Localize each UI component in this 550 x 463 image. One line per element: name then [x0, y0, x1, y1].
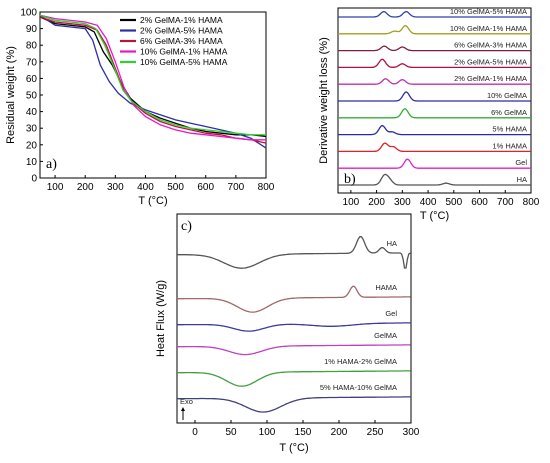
x-tick-label: 50	[225, 427, 237, 438]
panel-label: a)	[46, 157, 57, 172]
curve-label: 1% HAMA-2% GelMA	[324, 357, 397, 366]
x-tick-label: 300	[403, 427, 420, 438]
series-line-10pct-gelma-1pct-hama	[338, 25, 531, 35]
series-line-1pct-hama	[338, 142, 531, 153]
x-tick-label: 400	[137, 182, 154, 193]
y-tick-label: 10	[26, 157, 38, 168]
legend-label: 2% GelMA-5% HAMA	[140, 26, 223, 36]
series-line-2pct-gelma-5pct-hama	[39, 14, 267, 149]
curve-label: 2% GelMA-1% HAMA	[454, 74, 527, 83]
x-tick-label: 600	[471, 197, 488, 208]
x-tick-label: 700	[497, 197, 514, 208]
curve-label: 5% HAMA	[492, 125, 527, 134]
series-line-6pct-gelma-3pct-hama	[338, 45, 531, 52]
y-axis-title: Heat Flux (W/g)	[155, 280, 167, 357]
y-axis-title: Residual weight (%)	[5, 46, 17, 144]
series-line-6pct-gelma	[338, 108, 531, 119]
series-line-2pct-gelma-1pct-hama	[338, 78, 531, 85]
series-line-gel	[338, 158, 531, 169]
y-axis-title: Derivative weight loss (%)	[318, 37, 330, 164]
series-line-10pct-gelma	[338, 91, 531, 102]
y-tick-label: 30	[26, 124, 38, 135]
curve-label: 1% HAMA	[492, 141, 527, 150]
curve-label: GelMA	[374, 331, 397, 340]
curve-label: Gel	[515, 158, 527, 167]
x-tick-label: 800	[523, 197, 540, 208]
series-line-ha	[177, 236, 411, 269]
legend-label: 10% GelMA-1% HAMA	[140, 47, 228, 57]
x-tick-label: 500	[445, 197, 462, 208]
x-axis-title: T (°C)	[138, 195, 167, 207]
curve-label: 6% GelMA-3% HAMA	[454, 41, 527, 50]
y-tick-label: 60	[26, 74, 38, 85]
x-tick-label: 700	[228, 182, 245, 193]
x-tick-label: 200	[77, 182, 94, 193]
curve-label: 2% GelMA-5% HAMA	[454, 57, 527, 66]
curve-label: HAMA	[375, 283, 397, 292]
y-tick-label: 0	[31, 174, 37, 185]
x-tick-label: 200	[331, 427, 348, 438]
x-tick-label: 500	[167, 182, 184, 193]
y-tick-label: 20	[26, 140, 38, 151]
series-line-gelma	[177, 344, 411, 356]
x-tick-label: 400	[420, 197, 437, 208]
curve-label: HA	[517, 175, 527, 184]
x-tick-label: 300	[394, 197, 411, 208]
curve-label: 10% GelMA-1% HAMA	[450, 24, 527, 33]
y-tick-label: 40	[26, 107, 38, 118]
curve-label: Gel	[385, 309, 397, 318]
series-line-5pct-hama-10pct-gelma	[177, 396, 411, 413]
series-line-gel	[177, 322, 411, 332]
series-line-5pct-hama	[338, 124, 531, 136]
exo-arrowhead-icon	[181, 407, 185, 411]
series-line-10pct-gelma-5pct-hama	[338, 10, 531, 18]
y-tick-label: 70	[26, 57, 38, 68]
exo-label: Exo	[180, 397, 193, 406]
series-line-1pct-hama-2pct-gelma	[177, 370, 411, 387]
x-tick-label: 100	[343, 197, 360, 208]
x-axis-title: T (°C)	[279, 442, 308, 454]
x-tick-label: 0	[192, 427, 198, 438]
x-tick-label: 100	[259, 427, 276, 438]
curve-label: 5% HAMA-10% GelMA	[320, 383, 397, 392]
series-line-10pct-gelma-5pct-hama	[39, 14, 266, 136]
series-line-2pct-gelma-5pct-hama	[338, 58, 531, 69]
x-tick-label: 250	[367, 427, 384, 438]
legend-label: 2% GelMA-1% HAMA	[140, 15, 223, 25]
legend-label: 10% GelMA-5% HAMA	[140, 57, 228, 67]
x-axis-title: T (°C)	[420, 210, 449, 222]
curve-label: HA	[387, 239, 397, 248]
panel-b: 100 200 300 400 500 600 700 800 T (°C) Derivative…	[318, 7, 540, 222]
x-tick-label: 150	[295, 427, 312, 438]
curve-label: 10% GelMA-5% HAMA	[450, 7, 527, 16]
x-tick-label: 300	[107, 182, 124, 193]
y-tick-label: 100	[20, 8, 37, 19]
series-line-hama	[177, 285, 411, 313]
series-line-10pct-gelma-1pct-hama	[39, 14, 266, 141]
y-tick-label: 80	[26, 41, 38, 52]
y-tick-label: 90	[26, 24, 38, 35]
curve-label: 6% GelMA	[491, 108, 527, 117]
x-tick-label: 600	[197, 182, 214, 193]
panel-c: 0 50 100 150 200 250 300 T (°C) Heat Flux (W/g) H…	[155, 213, 420, 454]
x-tick-label: 200	[368, 197, 385, 208]
panel-a: 0 10 20 30 40 50 60 70 80 90 100 100 200 300 400 500 600…	[5, 8, 275, 208]
plot-frame	[176, 213, 412, 424]
y-tick-label: 50	[26, 91, 38, 102]
panel-label: b)	[344, 172, 356, 187]
x-tick-label: 100	[47, 182, 64, 193]
curve-label: 10% GelMA	[487, 91, 527, 100]
x-tick-label: 800	[258, 182, 275, 193]
legend-label: 6% GelMA-3% HAMA	[140, 36, 223, 46]
series-line-6pct-gelma-3pct-hama	[39, 16, 267, 144]
panel-label: c)	[181, 219, 192, 234]
series-line-ha	[338, 173, 531, 186]
